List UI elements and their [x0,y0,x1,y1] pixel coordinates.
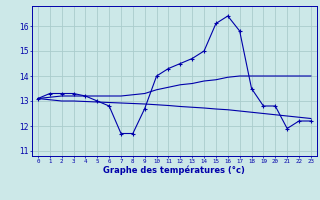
X-axis label: Graphe des températures (°c): Graphe des températures (°c) [103,166,245,175]
